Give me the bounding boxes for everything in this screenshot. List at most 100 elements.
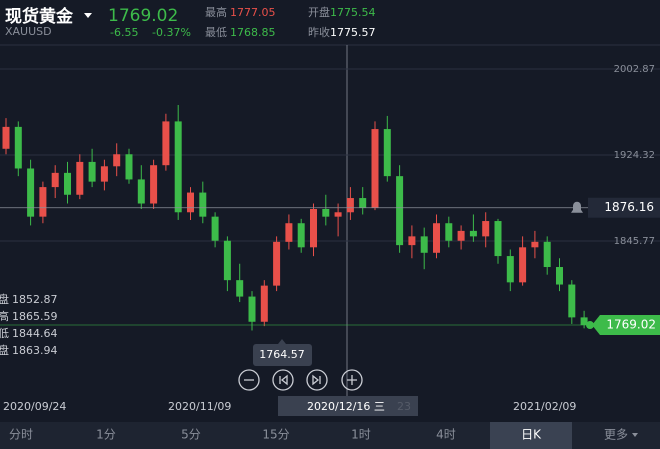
candle-body [2, 126, 10, 149]
candle-body [199, 192, 207, 217]
stat-label: 最高 [205, 5, 227, 19]
plot: 2002.87 1924.32 1845.77 1876.16 1769.02 1764.… [0, 64, 660, 366]
candle-body [519, 247, 527, 283]
candle-body [64, 172, 71, 195]
candle-body [469, 230, 477, 237]
crosshair-label-bg [588, 197, 660, 218]
last-button[interactable] [306, 369, 328, 391]
candle-body [420, 236, 428, 253]
tab[interactable]: 日K [521, 428, 542, 442]
y-tick-label: 1924.32 [614, 150, 655, 161]
last-price-tag [592, 315, 660, 336]
candle-body [260, 285, 268, 322]
icon [279, 374, 288, 386]
candle-body [236, 280, 244, 297]
candle-body [76, 161, 84, 195]
candle-body [113, 154, 121, 167]
last-price-dot [586, 321, 594, 330]
candle-body [445, 223, 453, 241]
icon [312, 374, 321, 386]
ohlc-value: 1852.87 [12, 293, 58, 306]
tab[interactable]: 4时 [436, 428, 456, 442]
candle-body [371, 129, 379, 208]
candle-body [322, 208, 330, 217]
dropdown-icon[interactable] [84, 13, 92, 18]
tooltip-label: 1764.57 [259, 348, 305, 361]
candle-body [482, 221, 490, 237]
ohlc-value: 1863.94 [12, 344, 58, 357]
candle-body [27, 168, 35, 217]
tab-selected [490, 422, 572, 449]
alert-bell-icon[interactable] [571, 201, 583, 213]
candle-body [285, 223, 293, 242]
change: -6.55 [110, 26, 138, 39]
tab[interactable]: 更多 [604, 428, 628, 442]
tab[interactable]: 5分 [181, 428, 201, 442]
first-button[interactable] [272, 369, 294, 391]
tab[interactable]: 1分 [96, 428, 116, 442]
candle-body [408, 236, 416, 246]
date-highlight [278, 396, 418, 416]
tab[interactable]: 分时 [9, 428, 33, 442]
symbol: XAUUSD [5, 25, 52, 38]
ohlc-label: 盘 [0, 292, 9, 306]
x-label: 2020/09/24 [3, 400, 66, 413]
x-label: 2020/12/16 三 [307, 400, 385, 413]
crosshair-label: 1876.16 [604, 200, 654, 214]
dropdown-icon[interactable] [632, 433, 638, 437]
candle-body [457, 230, 465, 241]
candle-body [100, 166, 108, 182]
ohlc-label: 高 [0, 309, 9, 323]
stat-value: 1775.57 [330, 26, 376, 39]
candle-body [543, 241, 551, 268]
nav-buttons [238, 369, 363, 391]
stat-label: 最低 [205, 26, 227, 39]
candle-body [506, 256, 514, 283]
candle-body [125, 154, 133, 180]
ohlc-label: 低 [0, 327, 9, 340]
y-tick-label: 1845.77 [614, 236, 655, 247]
candle-body [137, 179, 145, 204]
price: 1769.02 [108, 6, 178, 26]
candle-body [174, 121, 182, 213]
last-price-label: 1769.02 [606, 318, 656, 332]
tooltip-bg [253, 344, 312, 366]
tab[interactable]: 15分 [262, 428, 289, 442]
ohlc-value: 1844.64 [12, 327, 58, 340]
zoom-in-button[interactable] [341, 369, 363, 391]
tooltip-pointer [278, 339, 286, 344]
candle-body [297, 223, 305, 248]
candle-body [433, 223, 440, 253]
candle-body [531, 241, 539, 248]
ohlc-value: 1865.59 [12, 310, 58, 323]
candle-body [187, 192, 194, 213]
candle-body [150, 165, 158, 204]
x-label: 23 [397, 400, 411, 413]
candle-body [162, 121, 170, 166]
candle-body [273, 241, 281, 286]
candle-body [396, 176, 404, 246]
candle-body [580, 317, 588, 326]
candle-body [494, 221, 502, 257]
candle-body [88, 161, 96, 182]
icon [347, 375, 357, 385]
stat-value: 1777.05 [230, 6, 276, 19]
candle-body [248, 296, 256, 322]
title: 现货黄金 [5, 6, 74, 27]
change-pct: -0.37% [152, 26, 191, 39]
candle-body [14, 126, 22, 169]
candle-body [568, 284, 576, 318]
stat-label: 开盘 [308, 5, 330, 19]
tab[interactable]: 1时 [351, 428, 371, 442]
candle-body [359, 198, 367, 208]
candle-body [310, 208, 317, 248]
candle-body [39, 187, 47, 217]
zoom-out-button[interactable] [238, 369, 260, 391]
candle-body [556, 267, 563, 285]
x-label: 2021/02/09 [513, 400, 576, 413]
stat-label: 昨收 [308, 25, 330, 39]
ohlc-label: 盘 [0, 343, 9, 357]
candle-body [383, 129, 391, 177]
